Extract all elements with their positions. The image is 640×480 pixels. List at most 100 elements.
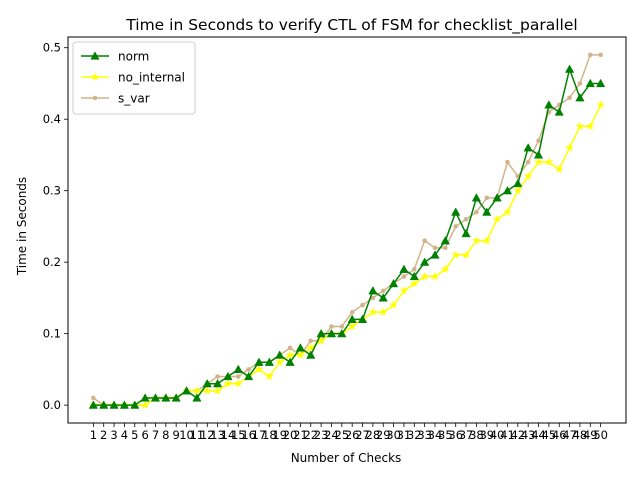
data-point: [440, 264, 450, 274]
data-point: [357, 314, 368, 323]
x-tick-label: 20: [283, 428, 298, 442]
data-point: [233, 379, 243, 388]
x-tick-label: 35: [438, 428, 453, 442]
data-point: [461, 228, 471, 238]
data-point: [306, 350, 316, 359]
data-point: [399, 264, 409, 273]
data-point: [411, 267, 417, 272]
x-tick-label: 41: [500, 428, 515, 442]
y-tick-label: 0.2: [43, 255, 61, 269]
data-point: [451, 207, 461, 216]
data-point: [502, 185, 513, 195]
data-point: [306, 343, 316, 352]
data-point: [360, 302, 365, 308]
y-axis-label: Time in Seconds: [15, 177, 29, 276]
data-point: [575, 93, 585, 102]
data-point: [430, 250, 440, 259]
x-tick-label: 2: [100, 428, 107, 442]
data-point: [453, 224, 459, 229]
y-tick-label: 0.1: [43, 327, 61, 341]
data-point: [505, 159, 510, 165]
data-point: [513, 178, 523, 188]
x-tick-label: 49: [583, 428, 598, 442]
legend-marker: [90, 51, 100, 60]
x-tick-label: 38: [469, 428, 484, 442]
data-point: [264, 371, 274, 381]
x-tick-label: 23: [314, 428, 329, 442]
legend-marker: [92, 95, 98, 101]
data-point: [461, 250, 471, 259]
x-tick-label: 8: [162, 428, 169, 442]
x-tick-label: 14: [221, 428, 236, 442]
data-point: [401, 274, 407, 279]
y-tick-label: 0.5: [43, 41, 61, 55]
x-tick-label: 44: [531, 428, 546, 442]
data-point: [432, 245, 438, 251]
x-tick-label: 10: [179, 428, 194, 442]
legend-item: norm: [81, 50, 149, 64]
data-point: [215, 374, 220, 379]
data-point: [598, 52, 603, 58]
legend-label: no_internal: [118, 71, 185, 85]
x-tick-label: 37: [459, 428, 474, 442]
legend: norm no_internal s_var: [72, 41, 196, 115]
data-point: [440, 236, 450, 245]
data-point: [554, 107, 564, 116]
data-point: [587, 52, 593, 58]
x-tick-label: 36: [448, 428, 463, 442]
x-tick-label: 17: [252, 428, 267, 442]
data-point: [368, 286, 378, 295]
data-point: [91, 395, 96, 401]
data-point: [596, 78, 606, 88]
x-tick-label: 22: [303, 428, 318, 442]
x-tick-label: 27: [355, 428, 370, 442]
data-point: [347, 321, 357, 331]
data-point: [212, 378, 223, 388]
x-tick-label: 47: [562, 428, 577, 442]
x-tick-label: 12: [200, 428, 215, 442]
data-point: [471, 193, 482, 202]
data-point: [463, 216, 469, 222]
y-tick-label: 0.0: [43, 398, 61, 412]
legend-label: s_var: [118, 92, 150, 106]
x-tick-label: 28: [366, 428, 381, 442]
data-point: [254, 364, 264, 374]
data-point: [513, 186, 523, 195]
x-tick-label: 39: [479, 428, 494, 442]
x-tick-label: 50: [593, 428, 608, 442]
data-point: [420, 271, 430, 281]
x-tick-label: 4: [121, 428, 128, 442]
data-point: [420, 257, 430, 266]
data-point: [347, 314, 357, 323]
x-tick-label: 45: [542, 428, 557, 442]
x-tick-label: 48: [573, 428, 588, 442]
data-point: [130, 400, 140, 409]
x-tick-label: 43: [521, 428, 536, 442]
data-point: [443, 245, 448, 251]
chart-title: Time in Seconds to verify CTL of FSM for…: [125, 16, 577, 35]
x-tick-label: 9: [173, 428, 180, 442]
data-point: [474, 209, 479, 215]
x-tick-label: 46: [552, 428, 567, 442]
x-tick-label: 25: [335, 428, 350, 442]
x-tick-label: 34: [428, 428, 443, 442]
data-point: [275, 350, 285, 359]
data-point: [275, 357, 285, 367]
data-point: [533, 150, 544, 159]
data-point: [503, 207, 512, 216]
data-point: [308, 338, 314, 344]
data-point: [492, 193, 502, 202]
data-point: [295, 350, 305, 359]
data-point: [370, 295, 376, 301]
data-point: [285, 357, 295, 366]
x-tick-label: 29: [376, 428, 391, 442]
data-point: [161, 393, 171, 402]
x-tick-label: 16: [241, 428, 256, 442]
data-point: [534, 157, 543, 166]
data-point: [536, 138, 541, 143]
data-point: [471, 236, 481, 245]
x-axis-label: Number of Checks: [291, 451, 402, 465]
series-norm: [88, 64, 606, 409]
data-point: [285, 350, 295, 359]
data-point: [389, 300, 399, 309]
